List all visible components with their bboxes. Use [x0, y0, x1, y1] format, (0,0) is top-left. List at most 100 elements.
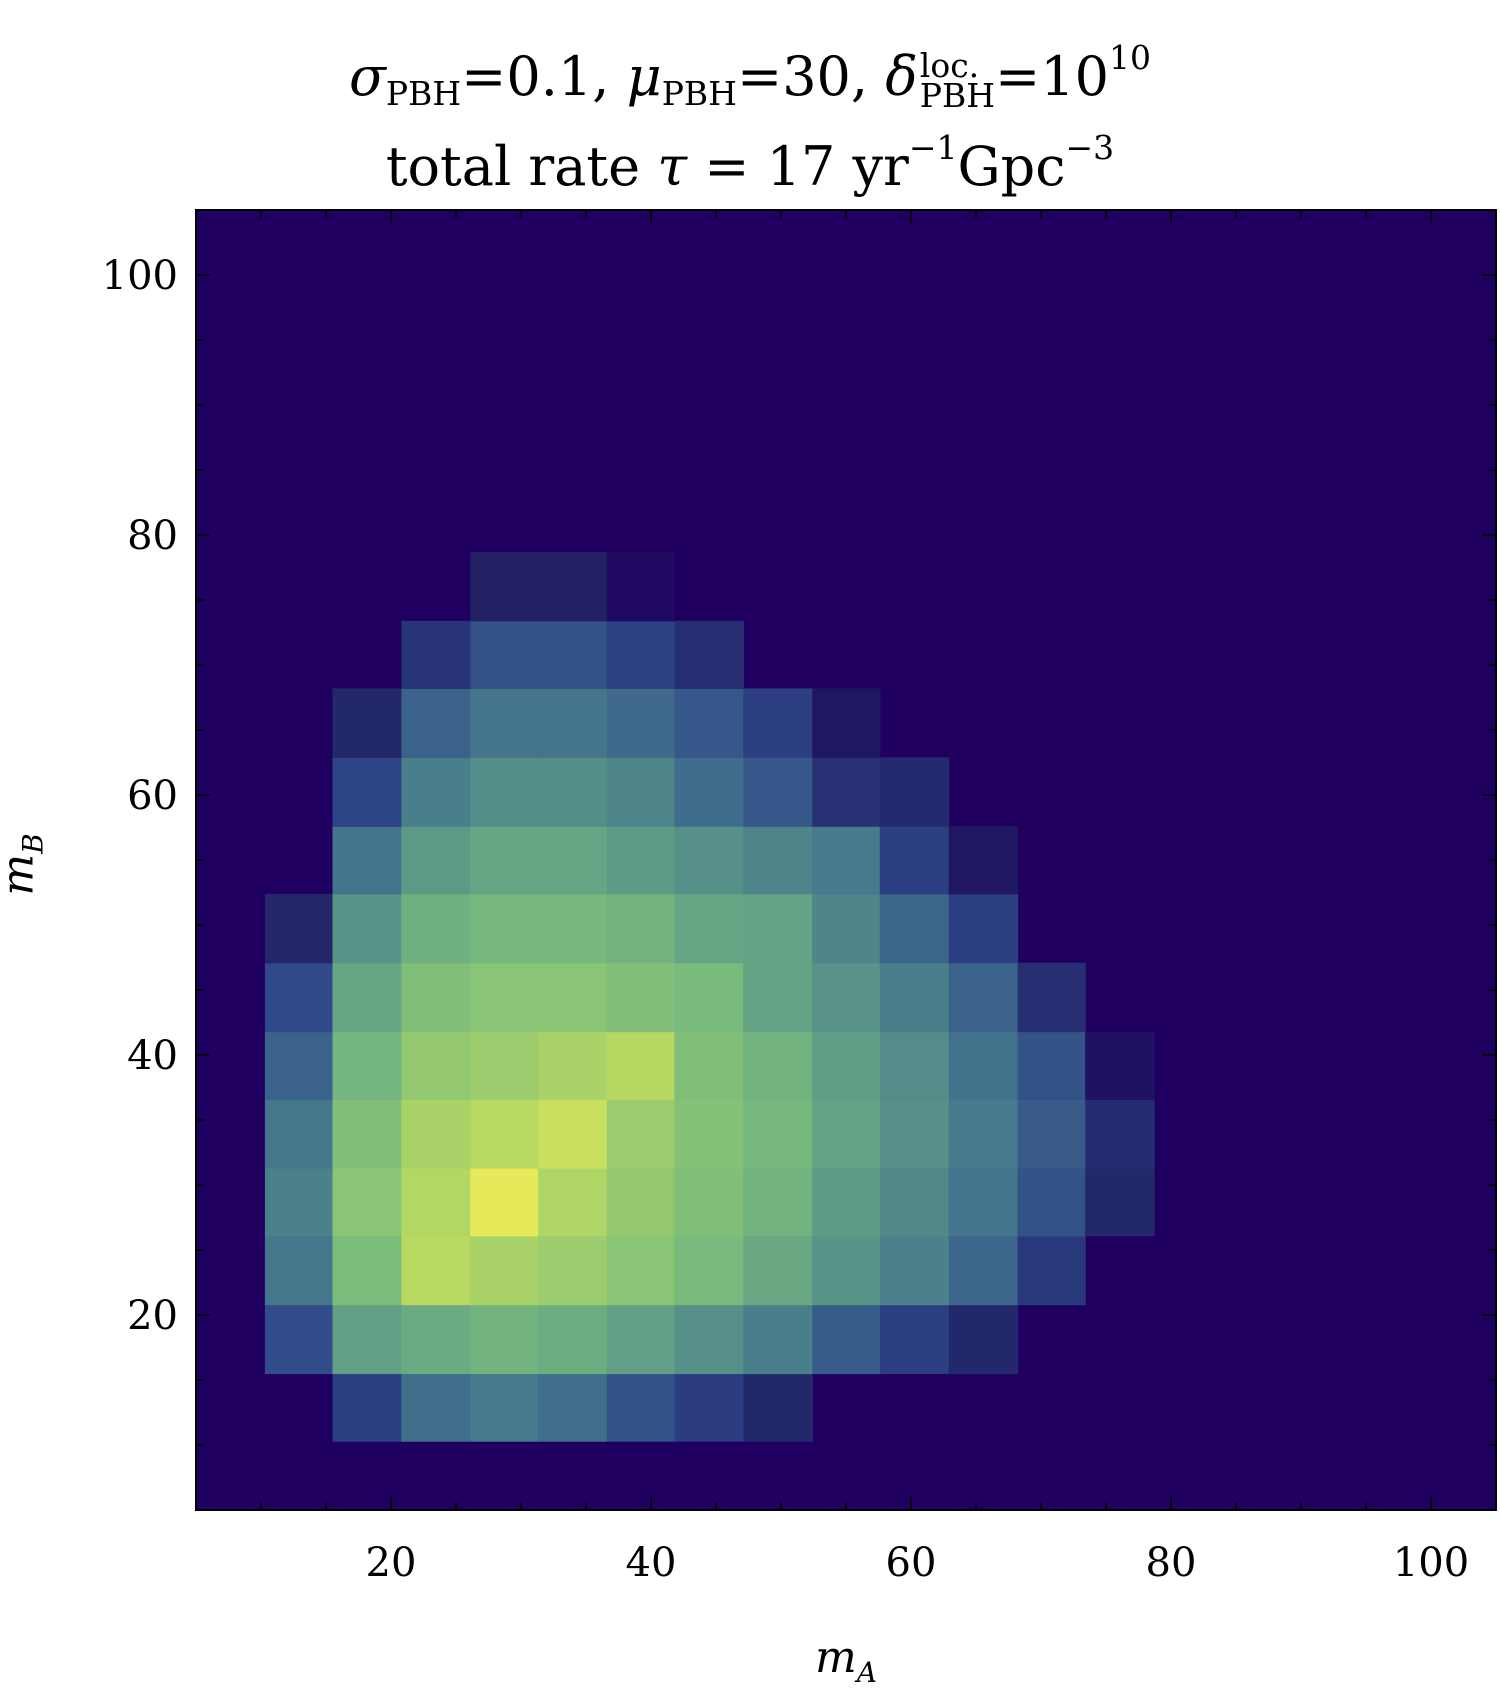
heatmap-cell: [606, 1168, 675, 1237]
chart-title-line-2: total rate τ = 17 yr−1Gpc−3: [0, 118, 1500, 197]
plot-frame: [195, 209, 1497, 1511]
heatmap-cell: [812, 1304, 881, 1375]
heatmap-cell: [674, 757, 744, 827]
heatmap-cell: [948, 1168, 1019, 1237]
tick-labels: 20 40 60 80 100 20 40 60 80 100: [102, 253, 1470, 1586]
heatmap-cell: [401, 620, 471, 689]
mu-value: =30,: [736, 45, 886, 108]
minor-ticks: [196, 210, 1496, 1510]
heatmap-cell: [948, 826, 1019, 895]
heatmap-cell: [470, 1373, 539, 1442]
heatmap-cell: [332, 757, 402, 827]
heatmap-cell: [812, 1099, 881, 1169]
heatmap-cell: [812, 1235, 881, 1306]
heatmap-cell: [264, 962, 334, 1033]
heatmap-cell: [332, 688, 402, 758]
mu-subscript: PBH: [661, 74, 737, 113]
heatmap-cell: [264, 1168, 334, 1237]
heatmap-cell: [674, 1235, 744, 1306]
heatmap-cell: [743, 1168, 813, 1237]
heatmap-cell: [264, 1031, 334, 1100]
heatmap-cell: [606, 962, 675, 1033]
y-tick-label: 100: [102, 253, 178, 299]
heatmap-cell: [606, 826, 675, 895]
heatmap-cell: [332, 1168, 402, 1237]
heatmap-cell: [879, 826, 950, 895]
heatmap-cell: [537, 688, 608, 758]
heatmap-cell: [470, 1235, 539, 1306]
heatmap-cell: [470, 620, 539, 689]
heatmap-cell: [948, 1235, 1019, 1306]
y-tick-label: 40: [127, 1033, 178, 1079]
heatmap-cell: [879, 962, 950, 1033]
mu-symbol: μ: [626, 45, 662, 108]
heatmap-cell: [264, 893, 334, 964]
heatmap-cell: [674, 1099, 744, 1169]
heatmap-cell: [470, 551, 539, 622]
heatmap-cell: [1017, 1031, 1086, 1100]
heatmap-cell: [606, 1031, 675, 1100]
tau-symbol: τ: [657, 135, 688, 198]
heatmap-cell: [537, 1373, 608, 1442]
heatmap-cell: [674, 688, 744, 758]
heatmap-cell: [470, 1099, 539, 1169]
major-ticks: [196, 210, 1496, 1510]
heatmap-cell: [401, 962, 471, 1033]
delta-symbol: δ: [885, 45, 918, 108]
heatmap-cell: [332, 893, 402, 964]
heatmap-cell: [674, 1168, 744, 1237]
heatmap-cell: [743, 962, 813, 1033]
heatmap-cell: [743, 757, 813, 827]
heatmap-cells: [196, 210, 1496, 1510]
y-axis-subscript: B: [16, 833, 50, 854]
heatmap-cell: [470, 757, 539, 827]
heatmap-cell: [537, 893, 608, 964]
heatmap-cell: [332, 962, 402, 1033]
heatmap-cell: [537, 826, 608, 895]
heatmap-cell: [879, 893, 950, 964]
heatmap-cell: [606, 1373, 675, 1442]
x-tick-label: 100: [1393, 1540, 1469, 1586]
heatmap-cell: [743, 1031, 813, 1100]
heatmap-cell: [401, 1168, 471, 1237]
y-axis-symbol: m: [0, 854, 44, 896]
delta-value: =10: [995, 45, 1109, 108]
heatmap-cell: [470, 826, 539, 895]
heatmap-cell: [879, 1235, 950, 1306]
delta-superscript: loc.: [919, 46, 980, 85]
heatmap-cell: [674, 1373, 744, 1442]
heatmap-cell: [401, 1304, 471, 1375]
heatmap-cell: [948, 1031, 1019, 1100]
heatmap-cell: [743, 1235, 813, 1306]
heatmap-cell: [743, 1099, 813, 1169]
heatmap-cell: [401, 1099, 471, 1169]
heatmap-cell: [674, 1031, 744, 1100]
heatmap-cell: [332, 1235, 402, 1306]
heatmap-cell: [743, 1373, 813, 1442]
heatmap-cell: [401, 757, 471, 827]
heatmap-cell: [1085, 1099, 1155, 1169]
heatmap-cell: [470, 1304, 539, 1375]
heatmap-cell: [264, 1304, 334, 1375]
heatmap-cell: [470, 893, 539, 964]
heatmap-cell: [606, 688, 675, 758]
heatmap-cell: [674, 620, 744, 689]
heatmap-cell: [879, 1031, 950, 1100]
heatmap-cell: [812, 757, 881, 827]
heatmap-cell: [674, 962, 744, 1033]
heatmap-cell: [812, 962, 881, 1033]
sigma-symbol: σ: [349, 45, 386, 108]
heatmap-cell: [1017, 1235, 1086, 1306]
heatmap-cell: [470, 688, 539, 758]
heatmap-cell: [812, 1168, 881, 1237]
heatmap-cell: [879, 1304, 950, 1375]
heatmap-cell: [332, 1304, 402, 1375]
y-tick-label: 80: [127, 513, 178, 559]
heatmap-cell: [401, 1031, 471, 1100]
rate-unit: Gpc: [957, 135, 1066, 198]
heatmap-cell: [332, 1099, 402, 1169]
y-tick-label: 60: [127, 773, 178, 819]
heatmap-cell: [606, 551, 675, 622]
heatmap-cell: [401, 826, 471, 895]
y-axis-label: mB: [0, 833, 50, 895]
